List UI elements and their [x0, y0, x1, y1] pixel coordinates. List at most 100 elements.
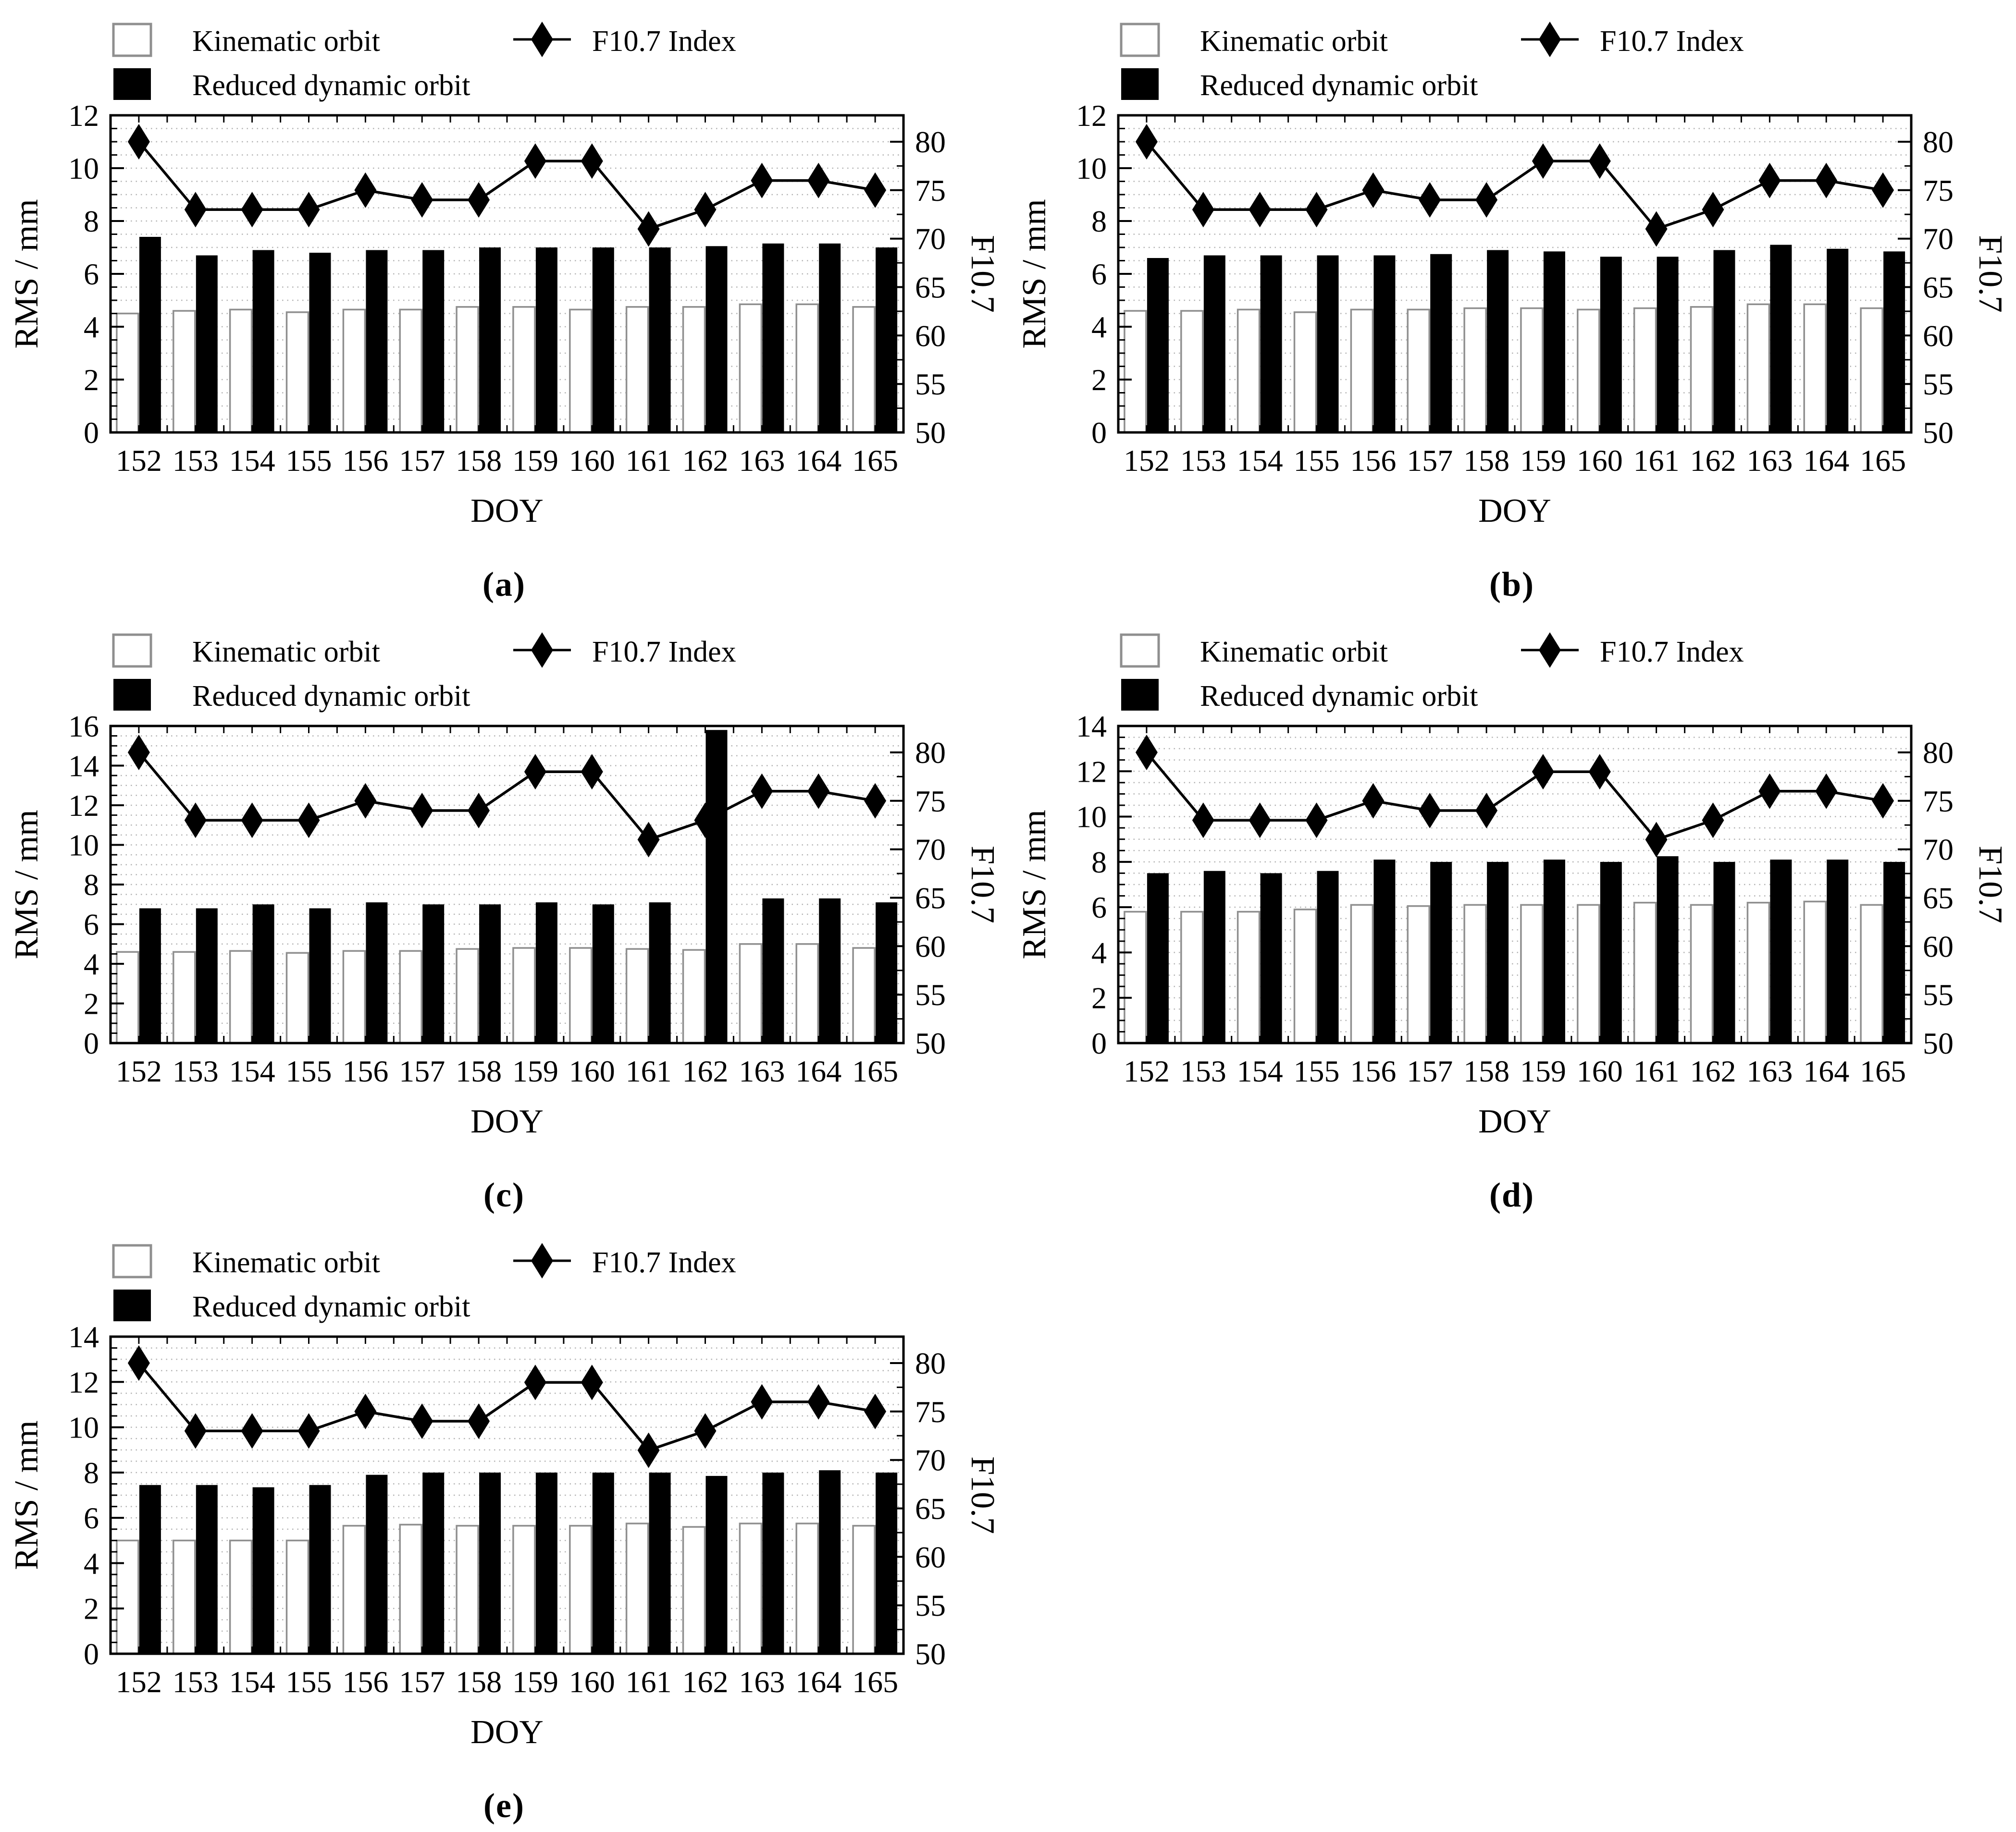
x-tick-label: 164: [1803, 443, 1849, 478]
svg-text:70: 70: [1923, 833, 1954, 867]
f107-marker: [637, 822, 660, 858]
x-axis-title: DOY: [1478, 492, 1551, 529]
f107-marker: [694, 192, 717, 228]
bar-reduced-dynamic: [1487, 250, 1509, 432]
bar-reduced-dynamic: [309, 1485, 331, 1654]
f107-line: [127, 1345, 887, 1468]
svg-text:14: 14: [1076, 709, 1107, 743]
bar-kinematic: [682, 949, 706, 1044]
f107-marker: [1362, 783, 1385, 819]
x-axis-title: DOY: [1478, 1103, 1551, 1140]
x-tick-label: 163: [1746, 1054, 1793, 1088]
f107-marker: [637, 211, 660, 247]
legend-label-reduced: Reduced dynamic orbit: [192, 69, 470, 102]
bar-kinematic: [1180, 910, 1204, 1044]
x-tick-label: 152: [1124, 443, 1170, 478]
x-tick-label: 158: [1463, 1054, 1509, 1088]
panel-caption-b: (b): [1489, 565, 1534, 603]
x-axis-title: DOY: [470, 1103, 544, 1140]
x-tick-label: 163: [739, 1665, 785, 1699]
panel-caption-a: (a): [482, 565, 526, 603]
reduced-dynamic-bars: [139, 730, 898, 1044]
bar-reduced-dynamic: [196, 908, 218, 1043]
bar-reduced-dynamic: [1317, 255, 1339, 432]
f107-marker: [1645, 211, 1668, 247]
svg-text:55: 55: [1923, 978, 1954, 1012]
x-tick-label: 156: [342, 1054, 388, 1088]
bar-kinematic: [1633, 901, 1657, 1044]
legend-label-kinematic: Kinematic orbit: [192, 1246, 380, 1279]
bar-reduced-dynamic: [592, 1472, 614, 1654]
x-tick-label: 159: [512, 443, 558, 478]
chart-figure-a: 0 2 4 6 8 10 12 50 55 60 65 70 75 80 152 153 154 155 156 15…: [0, 0, 1008, 557]
x-tick-label: 152: [116, 443, 162, 478]
bar-kinematic: [569, 1525, 593, 1655]
bar-reduced-dynamic: [762, 243, 784, 433]
svg-text:8: 8: [84, 868, 99, 902]
x-tick-label: 157: [1407, 443, 1453, 478]
f107-marker: [1192, 192, 1214, 228]
legend-label-kinematic: Kinematic orbit: [1200, 25, 1388, 58]
bar-kinematic: [285, 311, 309, 433]
x-tick-label: 162: [682, 1665, 729, 1699]
x-tick-label: 164: [795, 443, 841, 478]
legend-label-f107: F10.7 Index: [592, 636, 736, 668]
legend-swatch-kinematic: [1120, 23, 1160, 57]
f107-marker: [241, 802, 263, 838]
y-axis-right: 50 55 60 65 70 75 80: [890, 1346, 946, 1671]
svg-text:75: 75: [915, 784, 946, 818]
svg-text:10: 10: [68, 151, 99, 185]
legend-label-reduced: Reduced dynamic orbit: [192, 680, 470, 713]
f107-marker: [1588, 754, 1611, 790]
bar-kinematic: [399, 950, 422, 1044]
kinematic-bars: [116, 303, 876, 433]
x-tick-label: 153: [173, 1054, 219, 1088]
svg-text:50: 50: [915, 1026, 946, 1060]
bar-kinematic: [512, 947, 536, 1044]
svg-text:6: 6: [84, 1501, 99, 1535]
bar-reduced-dynamic: [1430, 861, 1452, 1043]
svg-text:4: 4: [1091, 935, 1107, 970]
bar-kinematic: [1463, 307, 1487, 433]
bar-reduced-dynamic: [1147, 258, 1169, 432]
x-tick-label: 156: [342, 443, 388, 478]
x-tick-label: 158: [456, 1665, 502, 1699]
bar-reduced-dynamic: [422, 904, 445, 1044]
x-tick-label: 160: [1577, 1054, 1623, 1088]
bar-kinematic: [342, 950, 366, 1044]
svg-text:8: 8: [1091, 845, 1107, 879]
bar-reduced-dynamic: [876, 902, 898, 1043]
svg-text:6: 6: [84, 257, 99, 291]
f107-marker: [1702, 802, 1724, 838]
x-axis-title: DOY: [470, 1714, 544, 1751]
y-axis-title-right: F10.7: [1972, 846, 2009, 923]
bar-kinematic: [342, 1525, 366, 1655]
bar-kinematic: [1180, 310, 1204, 433]
f107-marker: [1362, 172, 1385, 208]
bar-reduced-dynamic: [705, 730, 728, 1044]
bar-reduced-dynamic: [1600, 257, 1622, 433]
bar-kinematic: [1237, 308, 1261, 433]
bar-kinematic: [1407, 905, 1430, 1044]
x-tick-label: 163: [1746, 443, 1793, 478]
x-tick-label: 155: [286, 1665, 332, 1699]
f107-marker: [1588, 143, 1611, 179]
f107-marker: [581, 143, 603, 179]
bar-reduced-dynamic: [1657, 856, 1679, 1043]
chart-panel-e: 0 2 4 6 8 10 12 14 50 55 60 65 70 75 80 152 153 154 155 156…: [0, 1221, 1008, 1832]
f107-marker: [411, 182, 433, 218]
bar-reduced-dynamic: [1827, 860, 1849, 1043]
bar-reduced-dynamic: [1203, 255, 1225, 432]
svg-text:6: 6: [1091, 890, 1107, 924]
legend-f107-marker-icon: [531, 1243, 553, 1279]
f107-marker: [1192, 802, 1214, 838]
bar-kinematic: [852, 306, 876, 433]
y-axis-left: 0 2 4 6 8 10 12 14: [1076, 709, 1132, 1060]
chart-figure-c: 0 2 4 6 8 10 12 14 16 50 55 60 65 70 75 80 152 153 154 155 1…: [0, 611, 1008, 1168]
legend-swatch-kinematic: [112, 1244, 152, 1279]
f107-marker: [807, 1384, 830, 1420]
bar-kinematic: [1350, 308, 1374, 433]
x-axis: 152 153 154 155 156 157 158 159 160 161 162 163 164 1…: [110, 115, 904, 529]
x-tick-label: 161: [1633, 443, 1680, 478]
bar-reduced-dynamic: [1770, 245, 1792, 432]
